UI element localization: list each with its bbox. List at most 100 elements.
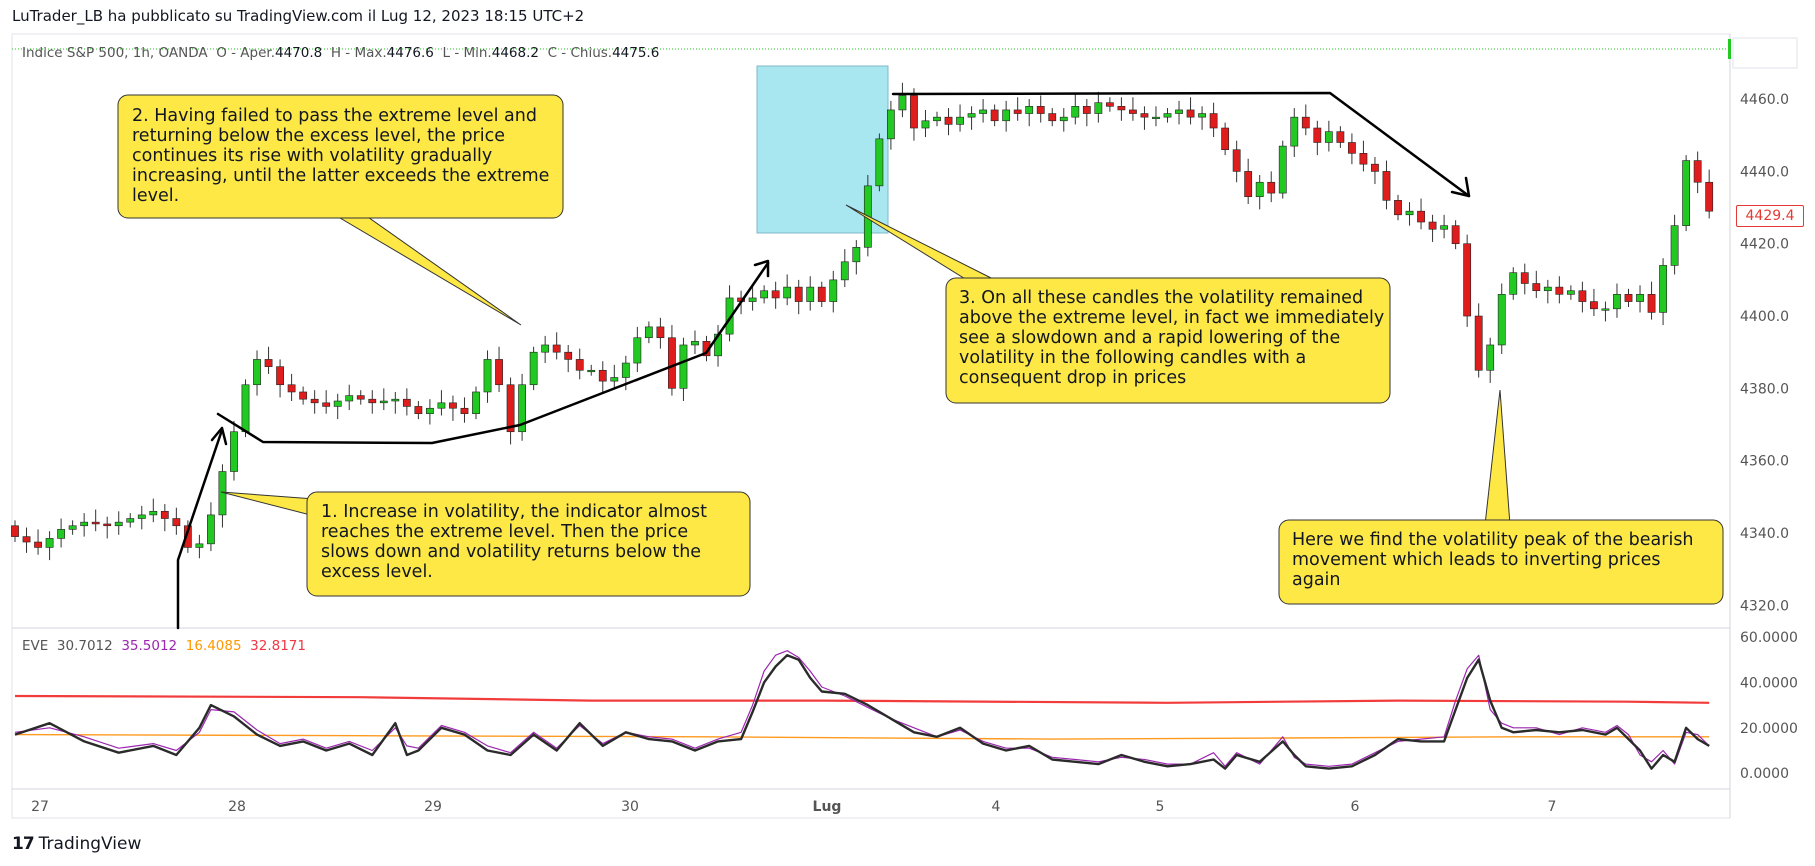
candle-body [241, 384, 250, 433]
candle-body [967, 113, 976, 118]
candle-body [34, 541, 42, 548]
price-tick-label: 4340.0 [1740, 526, 1789, 542]
price-tick-label: 4400.0 [1740, 309, 1789, 325]
candle-body [449, 402, 457, 409]
candle-body [137, 514, 146, 519]
candle-body [333, 400, 342, 407]
candle-body [1636, 294, 1644, 302]
candle-body [506, 384, 515, 433]
candle-body [126, 518, 135, 523]
candle-body [1497, 294, 1506, 346]
callout-2-box [117, 94, 564, 219]
candle-body [886, 109, 895, 140]
tradingview-logo[interactable]: 17 TradingView [12, 833, 141, 855]
candle-body [1221, 127, 1230, 151]
time-tick-label: 7 [1548, 799, 1557, 815]
candle-body [829, 279, 838, 302]
candle-body [1163, 113, 1172, 118]
candle-body [1532, 283, 1541, 292]
candle-body [1417, 210, 1425, 223]
arrow-1-line [176, 428, 224, 630]
callout-4-text: Here we find the volatility peak of the … [1292, 530, 1694, 590]
candle-body [68, 525, 77, 530]
candle-body [80, 521, 89, 527]
candle-body [472, 391, 480, 414]
candle-body [1071, 106, 1080, 118]
callout-3-box [945, 277, 1391, 404]
price-tick-label: 4460.0 [1740, 92, 1789, 108]
last-close-marker [1728, 39, 1731, 59]
candle-body [91, 521, 100, 525]
candle-body [783, 286, 792, 299]
candle-body [1670, 225, 1679, 266]
candle-body [1394, 200, 1402, 216]
candle-body [1705, 181, 1714, 212]
candle-body [575, 359, 584, 371]
eve-series-excess [14, 733, 1710, 740]
candle-body [1613, 294, 1621, 310]
arrow-3-head [1450, 176, 1471, 198]
candle-body [1647, 294, 1656, 313]
candle-body [1371, 163, 1379, 172]
candle-body [276, 366, 284, 386]
candle-body [610, 377, 619, 382]
candle-body [564, 351, 573, 360]
candle-body [1105, 102, 1114, 107]
candle-body [45, 538, 54, 548]
candle-body [1520, 272, 1529, 284]
candle-body [587, 369, 596, 373]
eve-legend: EVE 30.7012 35.5012 16.4085 32.8171 [22, 638, 306, 654]
symbol-label: Indice S&P 500, 1h, OANDA [22, 45, 208, 61]
candle-body [1059, 116, 1068, 122]
candle-body [1198, 113, 1206, 118]
eve-value-2: 35.5012 [121, 638, 178, 654]
eve-tick-label: 60.0000 [1740, 630, 1798, 646]
eve-value-3: 16.4085 [185, 638, 242, 654]
arrow-2-head [753, 259, 770, 278]
arrow-1-head [210, 426, 228, 446]
candle-body [230, 431, 238, 472]
candle-body [529, 351, 538, 386]
candle-body [391, 398, 400, 402]
candle-body [691, 341, 699, 346]
candle-body [1094, 102, 1103, 114]
candle-body [1348, 142, 1356, 154]
candle-body [933, 116, 941, 122]
candle-body [195, 543, 204, 548]
candle-body [368, 398, 377, 404]
candle-body [1313, 127, 1322, 143]
callout-1-text: 1. Increase in volatility, the indicator… [321, 502, 708, 582]
candle-body [57, 529, 65, 539]
candle-body [656, 326, 665, 339]
low-value: 4468.2 [491, 45, 539, 61]
candle-body [149, 510, 158, 516]
candle-body [207, 514, 215, 545]
candle-body [1232, 149, 1241, 172]
candle-body [1324, 131, 1333, 143]
candle-body [748, 297, 757, 302]
eve-series-main [14, 654, 1710, 770]
price-tick-label: 4380.0 [1740, 381, 1789, 397]
candle-body [518, 384, 526, 433]
eve-tick-label: 20.0000 [1740, 721, 1798, 737]
candle-body [1025, 106, 1034, 114]
candle-body [817, 286, 826, 302]
candle-body [806, 286, 815, 302]
candle-body [1405, 210, 1414, 216]
price-tick-label: 4440.0 [1740, 164, 1789, 180]
candle-body [1152, 116, 1160, 119]
candle-body [183, 525, 192, 548]
candle-body [1175, 109, 1183, 114]
candle-body [264, 359, 273, 367]
close-value: 4475.6 [612, 45, 660, 61]
candle-body [840, 261, 849, 281]
candle-body [287, 384, 296, 393]
eve-tick-label: 0.0000 [1740, 766, 1789, 782]
candle-body [1036, 106, 1045, 114]
candle-body [1129, 109, 1137, 114]
callout-3-text: 3. On all these candles the volatility r… [959, 288, 1385, 388]
eve-value-1: 30.7012 [56, 638, 113, 654]
time-tick-label: 28 [228, 799, 246, 815]
candle-body [1140, 113, 1149, 118]
